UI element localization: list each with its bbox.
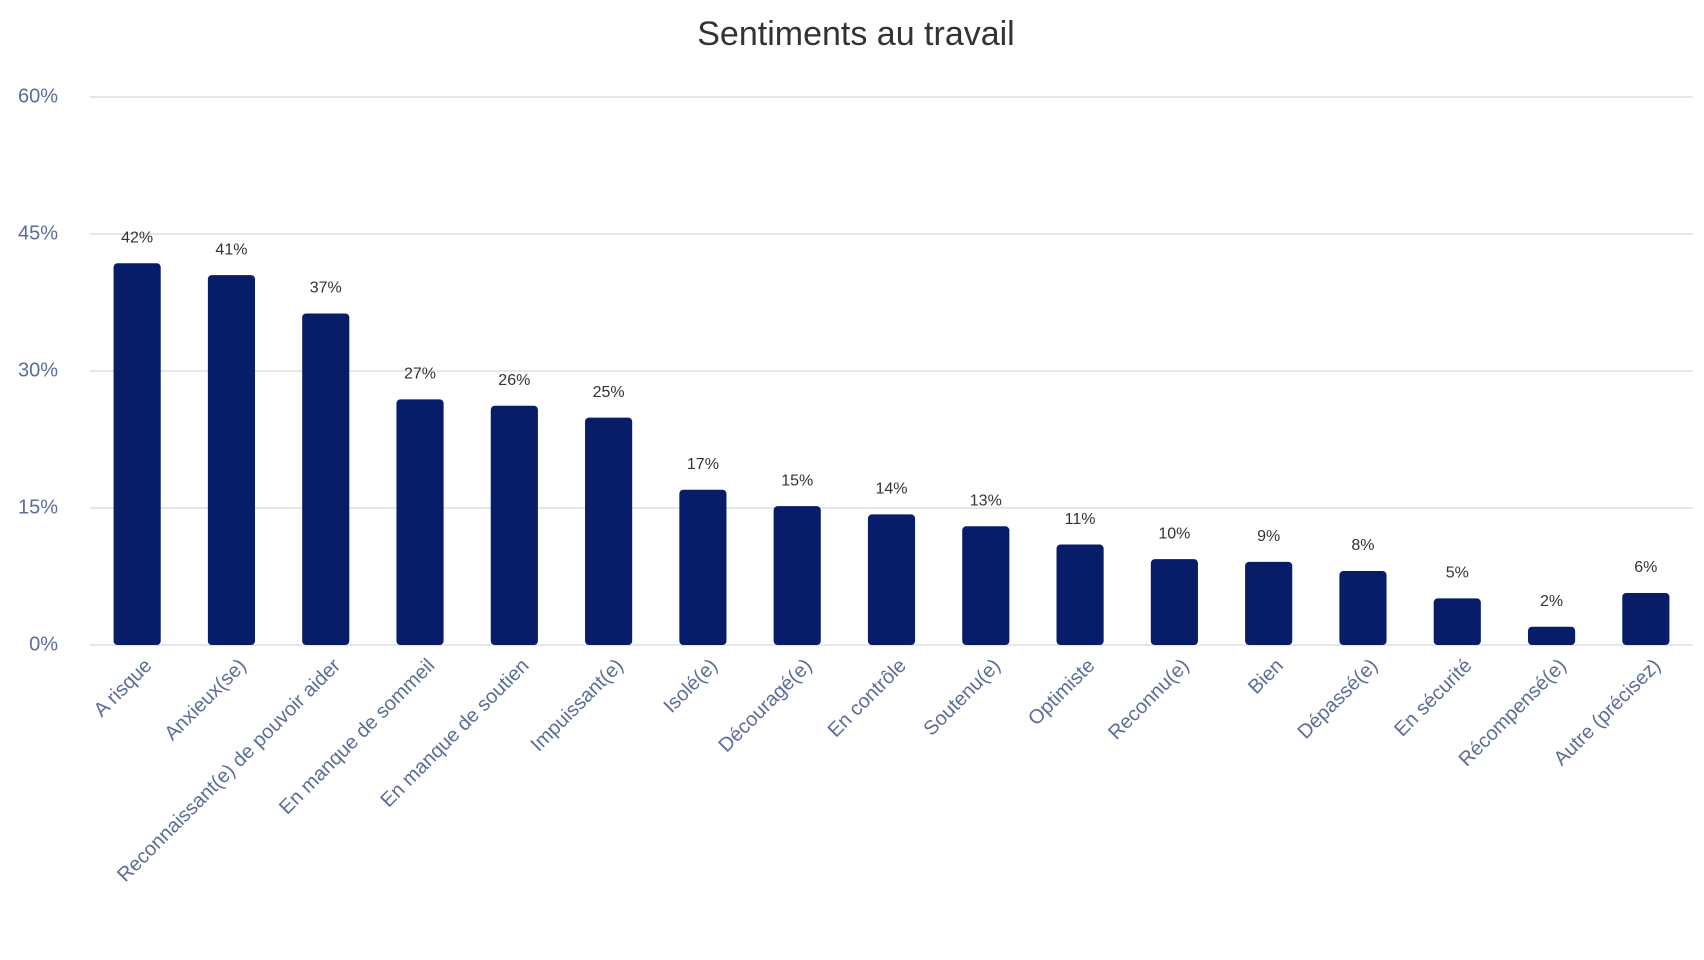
x-tick-label: Soutenu(e) [920, 655, 1006, 741]
x-tick-label: Dépassé(e) [1294, 655, 1383, 744]
data-label: 10% [1158, 525, 1190, 542]
x-tick-label: Anxieux(se) [160, 655, 250, 745]
x-tick-label: Reconnu(e) [1104, 655, 1193, 744]
data-label: 8% [1351, 537, 1374, 554]
bar [1056, 544, 1104, 645]
bar [679, 489, 727, 645]
bar [207, 275, 256, 645]
y-tick-label: 15% [18, 496, 58, 518]
data-label: 26% [498, 372, 530, 389]
bar [867, 514, 916, 645]
bar [1433, 598, 1481, 645]
bar [396, 399, 444, 645]
data-label: 14% [875, 481, 907, 498]
bar [490, 405, 538, 645]
bar [1622, 592, 1670, 645]
data-label: 15% [781, 472, 813, 489]
data-label: 6% [1634, 559, 1657, 576]
data-label: 5% [1446, 565, 1469, 582]
x-tick-label: Optimiste [1024, 655, 1099, 730]
data-label: 11% [1065, 511, 1096, 528]
x-tick-label: A risque [90, 655, 157, 722]
x-tick-label: Bien [1244, 655, 1288, 699]
data-label: 17% [687, 456, 719, 473]
bar [773, 506, 821, 645]
bar [585, 417, 633, 645]
x-tick-label: Isolé(e) [659, 655, 722, 718]
data-label: 42% [121, 229, 153, 246]
y-tick-label: 45% [18, 222, 58, 244]
x-tick-label: En sécurité [1390, 655, 1476, 741]
data-label: 13% [970, 492, 1002, 509]
data-label: 37% [310, 280, 342, 297]
x-tick-label: Impuissant(e) [527, 655, 628, 756]
y-tick-label: 60% [18, 85, 58, 107]
data-label: 27% [404, 366, 436, 383]
data-label: 9% [1257, 528, 1280, 545]
y-tick-label: 0% [29, 633, 58, 655]
chart-title: Sentiments au travail [697, 15, 1015, 53]
data-label: 25% [593, 384, 625, 401]
bar [1527, 626, 1576, 645]
bar [962, 526, 1010, 645]
x-tick-label: En manque de sommeil [275, 655, 439, 819]
data-label: 2% [1540, 593, 1563, 610]
bar [1245, 561, 1293, 645]
bar [302, 313, 350, 645]
y-tick-label: 30% [18, 359, 58, 381]
data-label: 41% [215, 241, 247, 258]
x-tick-label: En contrôle [824, 655, 911, 742]
bar [113, 263, 161, 645]
bar [1339, 571, 1387, 645]
x-tick-label: Découragé(e) [714, 655, 816, 757]
bar [1150, 559, 1198, 645]
